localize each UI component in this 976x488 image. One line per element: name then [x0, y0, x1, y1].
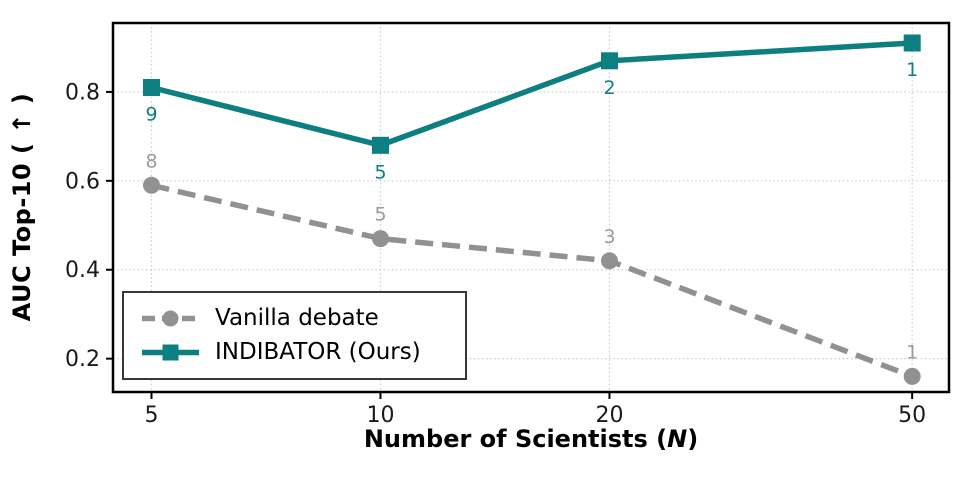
data-point-square: [601, 52, 618, 70]
x-tick-label: 10: [366, 403, 394, 428]
data-point-circle: [143, 176, 160, 194]
legend-label: Vanilla debate: [215, 304, 379, 331]
point-annotation: 5: [374, 204, 386, 226]
x-axis-label-variable: N: [667, 425, 688, 453]
y-tick-label: 0.8: [65, 80, 100, 105]
point-annotation: 2: [603, 77, 615, 99]
series-line-0: [150, 182, 914, 379]
point-annotation: 9: [145, 104, 157, 126]
legend-item: Vanilla debate: [141, 304, 465, 331]
point-annotation: 5: [374, 161, 386, 183]
point-annotation: 1: [906, 341, 918, 363]
x-axis-label: Number of Scientists (N): [364, 425, 698, 453]
data-point-square: [372, 136, 389, 154]
x-axis-label-close: ): [687, 425, 699, 453]
point-annotation: 8: [145, 150, 157, 172]
series-line-1: [150, 40, 913, 149]
x-tick-label: 50: [898, 403, 926, 428]
point-annotation: 3: [603, 226, 615, 248]
x-tick-label: 5: [144, 403, 158, 428]
legend-sample-square: [142, 344, 199, 361]
plot-frame: [111, 21, 951, 394]
x-axis-label-text: Number of Scientists (: [363, 425, 668, 453]
y-axis-label: AUC Top-10 ( ↑ ): [8, 92, 36, 322]
x-tick-label: 20: [595, 403, 623, 428]
legend: Vanilla debate INDIBATOR (Ours): [122, 291, 467, 380]
data-point-square: [903, 34, 921, 52]
y-tick-label: 0.4: [65, 258, 100, 283]
y-tick-label: 0.6: [65, 169, 100, 194]
data-point-square: [143, 79, 160, 96]
legend-sample-circle: [142, 310, 199, 327]
data-point-circle: [601, 252, 618, 270]
data-point-circle: [372, 230, 389, 248]
data-point-circle: [903, 367, 921, 385]
y-tick-label: 0.2: [65, 347, 100, 372]
legend-item: INDIBATOR (Ours): [141, 339, 465, 365]
point-annotation: 1: [906, 59, 918, 81]
legend-label: INDIBATOR (Ours): [215, 339, 421, 365]
